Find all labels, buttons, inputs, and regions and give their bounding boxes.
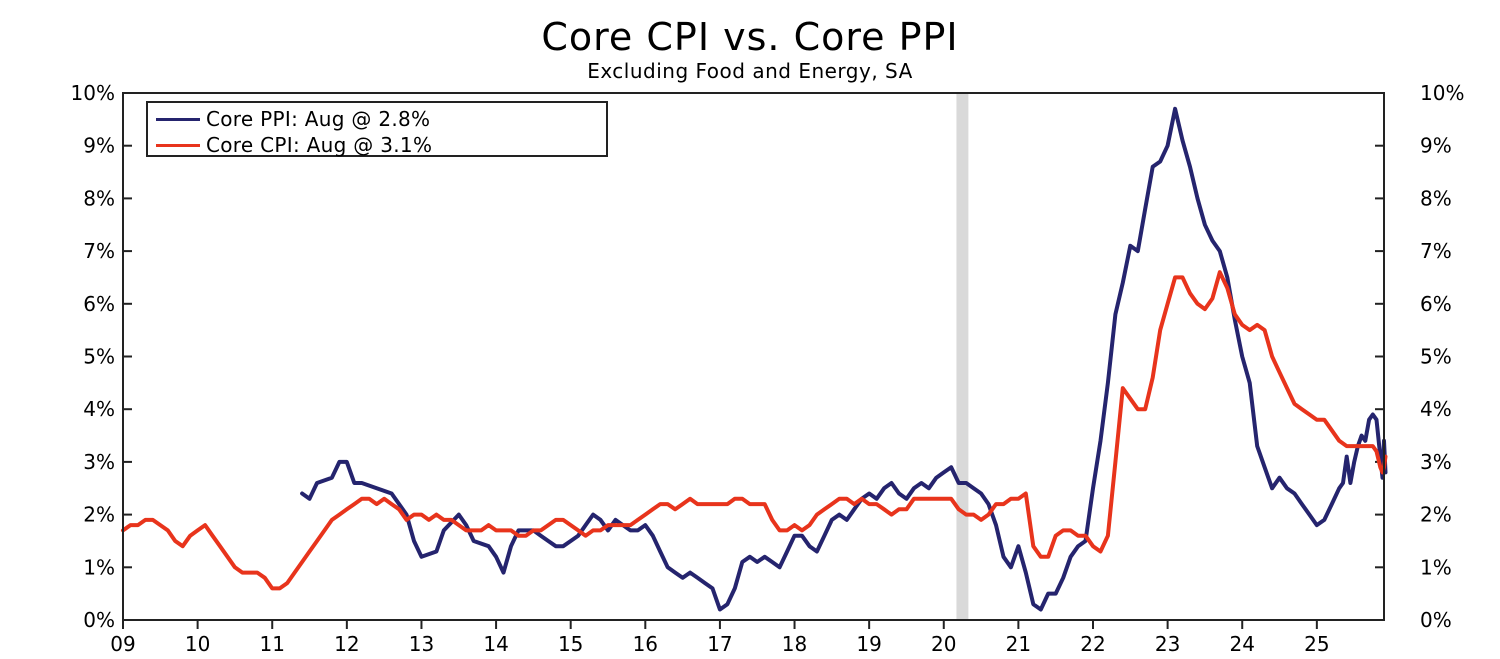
x-tick-label: 16: [633, 632, 658, 656]
plot-frame: [122, 92, 1385, 621]
x-tick-label: 14: [483, 632, 508, 656]
right-tick-label: 9%: [1420, 134, 1452, 158]
right-tick-label: 6%: [1420, 292, 1452, 316]
x-tick-label: 20: [931, 632, 956, 656]
x-tick-label: 10: [185, 632, 210, 656]
left-tick-label: 0%: [83, 608, 115, 632]
x-axis: 09 10 11 12 13 14 15 16 17 18 19 20 21 22 23 24 25: [110, 620, 1330, 656]
right-tick-label: 2%: [1420, 503, 1452, 527]
left-tick-label: 7%: [83, 239, 115, 263]
x-tick-label: 19: [856, 632, 881, 656]
right-tick-label: 0%: [1420, 608, 1452, 632]
series-line-core-ppi: [300, 106, 1388, 612]
right-tick-label: 3%: [1420, 450, 1452, 474]
right-tick-label: 5%: [1420, 345, 1452, 369]
x-tick-label: 09: [110, 632, 135, 656]
left-tick-label: 1%: [83, 555, 115, 579]
legend-item-core-cpi: Core CPI: Aug @ 3.1%: [156, 132, 432, 158]
left-tick-label: 9%: [83, 134, 115, 158]
x-tick-label: 13: [409, 632, 434, 656]
chart-title: Core CPI vs. Core PPI: [541, 15, 959, 59]
legend-swatch-core-cpi: [156, 143, 200, 147]
x-tick-label: 11: [260, 632, 285, 656]
right-tick-label: 7%: [1420, 239, 1452, 263]
series-lines: [121, 106, 1388, 612]
legend: Core PPI: Aug @ 2.8% Core CPI: Aug @ 3.1…: [146, 101, 608, 157]
left-tick-label: 8%: [83, 186, 115, 210]
x-tick-label: 25: [1304, 632, 1329, 656]
x-tick-label: 12: [334, 632, 359, 656]
left-tick-label: 2%: [83, 503, 115, 527]
legend-item-core-ppi: Core PPI: Aug @ 2.8%: [156, 106, 430, 132]
left-tick-label: 5%: [83, 345, 115, 369]
left-tick-label: 6%: [83, 292, 115, 316]
right-tick-label: 8%: [1420, 186, 1452, 210]
right-axis: 0% 1% 2% 3% 4% 5% 6% 7% 8% 9% 10%: [1375, 81, 1464, 632]
x-tick-label: 15: [558, 632, 583, 656]
legend-label-core-ppi: Core PPI: Aug @ 2.8%: [206, 107, 431, 131]
left-tick-label: 10%: [71, 81, 115, 105]
left-tick-label: 3%: [83, 450, 115, 474]
x-tick-label: 23: [1155, 632, 1180, 656]
right-tick-label: 1%: [1420, 555, 1452, 579]
series-line-core-cpi: [121, 270, 1388, 591]
right-tick-label: 10%: [1420, 81, 1464, 105]
legend-swatch-core-ppi: [156, 117, 200, 121]
left-tick-label: 4%: [83, 397, 115, 421]
left-axis: 0% 1% 2% 3% 4% 5% 6% 7% 8% 9% 10%: [71, 81, 132, 632]
chart-subtitle: Excluding Food and Energy, SA: [587, 59, 913, 83]
x-tick-label: 18: [782, 632, 807, 656]
x-tick-label: 21: [1006, 632, 1031, 656]
x-tick-label: 17: [707, 632, 732, 656]
x-tick-label: 24: [1230, 632, 1255, 656]
legend-label-core-cpi: Core CPI: Aug @ 3.1%: [206, 133, 433, 157]
x-tick-label: 22: [1080, 632, 1105, 656]
right-tick-label: 4%: [1420, 397, 1452, 421]
recession-band: [956, 93, 969, 620]
